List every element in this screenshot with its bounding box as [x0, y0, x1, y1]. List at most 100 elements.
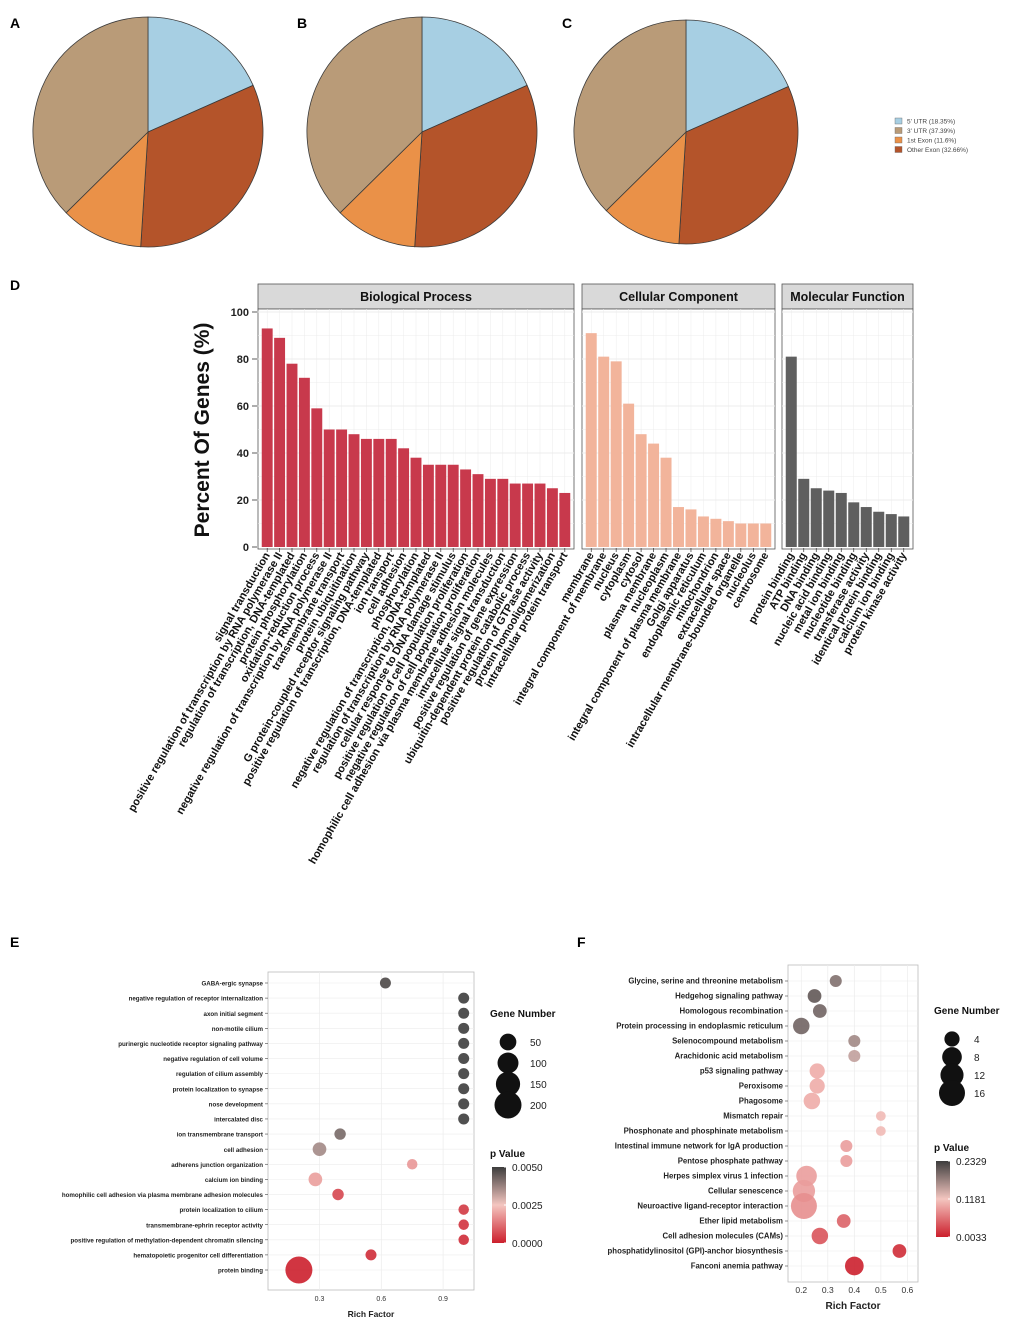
- bubble: [848, 1049, 861, 1063]
- size-legend-dot: [499, 1033, 517, 1051]
- bar: [623, 403, 635, 547]
- bubble: [811, 1227, 829, 1245]
- bar: [648, 443, 660, 547]
- x-axis-label: Rich Factor: [348, 1309, 395, 1319]
- y-tick-label: GABA-ergic synapse: [201, 981, 263, 988]
- size-legend-dot: [939, 1080, 965, 1106]
- color-legend-label: 0.0000: [512, 1239, 543, 1250]
- x-tick-label: 0.3: [315, 1296, 325, 1303]
- y-tick-label: 60: [237, 401, 249, 413]
- bubble: [840, 1139, 853, 1153]
- bar: [635, 434, 647, 547]
- panel-label-a: A: [10, 15, 20, 31]
- x-tick-label: 0.9: [438, 1296, 448, 1303]
- bar: [497, 478, 509, 547]
- y-tick-label: Neuroactive ligand-receptor interaction: [637, 1202, 783, 1211]
- y-tick-label: Fanconi anemia pathway: [691, 1262, 784, 1271]
- bubble: [458, 1219, 469, 1230]
- bar: [274, 337, 286, 547]
- y-tick-label: positive regulation of methylation-depen…: [70, 1237, 263, 1244]
- bubble: [793, 1017, 810, 1035]
- bubble: [334, 1128, 346, 1140]
- bar: [559, 492, 571, 547]
- y-tick-label: Hedgehog signaling pathway: [675, 992, 784, 1001]
- y-tick-label: Mismatch repair: [723, 1112, 783, 1121]
- bubble-chart-f: 0.2 0.3 0.4 0.5 0.6 Glycine, serine and threo…: [608, 964, 1000, 1312]
- facet-title: Molecular Function: [790, 290, 905, 304]
- y-tick-label: phosphatidylinositol (GPI)-anchor biosyn…: [608, 1247, 784, 1256]
- y-tick-label: cell adhesion: [224, 1147, 263, 1154]
- bubble: [892, 1244, 907, 1258]
- pie-slice-exon1: [65, 130, 149, 248]
- bar: [798, 478, 810, 547]
- bar: [286, 363, 298, 547]
- x-tick-label: 0.4: [848, 1285, 860, 1295]
- y-tick-label: Peroxisome: [739, 1082, 784, 1091]
- bar: [534, 483, 546, 547]
- y-tick-label: Phagosome: [739, 1097, 784, 1106]
- bubble: [458, 1053, 470, 1065]
- legend-label: Other Exon (32.66%): [907, 147, 968, 154]
- legend-swatch-utr3: [894, 127, 903, 134]
- size-legend-dot: [942, 1047, 962, 1067]
- bubble: [807, 989, 822, 1003]
- legend-label: 3' UTR (37.39%): [907, 128, 955, 135]
- bar: [336, 429, 348, 547]
- y-tick-label: regulation of cilium assembly: [176, 1071, 264, 1078]
- bubble: [365, 1249, 377, 1261]
- y-tick-label: negative regulation of cell volume: [163, 1056, 263, 1063]
- bar: [298, 377, 310, 547]
- pie-slice-other-exon: [678, 86, 799, 245]
- bar: [835, 492, 847, 547]
- bubble: [803, 1092, 821, 1110]
- bar: [860, 507, 872, 547]
- size-legend-label: 200: [530, 1101, 547, 1112]
- pie-slice-utr3: [573, 19, 687, 212]
- size-legend-dot: [944, 1031, 960, 1047]
- bubble: [458, 1234, 469, 1246]
- y-tick-label: Pentose phosphate pathway: [678, 1157, 784, 1166]
- y-tick-label: 80: [237, 354, 249, 366]
- bar: [385, 438, 397, 547]
- y-tick-label: Phosphonate and phosphinate metabolism: [624, 1127, 783, 1136]
- bar: [522, 483, 534, 547]
- color-legend-label: 0.0050: [512, 1163, 543, 1174]
- bar: [348, 434, 360, 547]
- y-tick-label: nose development: [209, 1101, 263, 1108]
- bubble: [406, 1159, 418, 1170]
- bar: [422, 464, 434, 547]
- legend-label: 5' UTR (18.35%): [907, 119, 955, 126]
- bubble: [332, 1188, 344, 1201]
- bar: [785, 356, 797, 547]
- y-tick-label: ion transmembrane transport: [177, 1132, 263, 1139]
- color-legend-title: p Value: [490, 1149, 525, 1160]
- size-legend-label: 4: [974, 1035, 980, 1046]
- bubble: [458, 1037, 470, 1049]
- panel-label-c: C: [562, 15, 572, 31]
- bar: [435, 464, 447, 547]
- bar: [398, 448, 410, 547]
- y-tick-label: purinergic nucleotide receptor signaling…: [118, 1041, 263, 1048]
- bar: [360, 438, 372, 547]
- bar: [885, 514, 897, 547]
- y-tick-label: negative regulation of receptor internal…: [129, 996, 264, 1003]
- bubble: [809, 1078, 825, 1094]
- size-legend-dot: [495, 1071, 521, 1097]
- y-tick-label: Herpes simplex virus 1 infection: [663, 1172, 783, 1181]
- color-legend-title: p Value: [934, 1143, 969, 1154]
- panel-label-f: F: [577, 934, 586, 950]
- bar: [810, 488, 822, 547]
- bar: [373, 438, 385, 547]
- size-legend-label: 100: [530, 1059, 547, 1070]
- bar: [673, 507, 684, 547]
- bubble: [308, 1172, 323, 1187]
- y-tick-label: hematopoietic progenitor cell differenti…: [133, 1252, 263, 1259]
- bar-chart-go: Percent Of Genes (%) 0 20 40 60 80 100 Biologic…: [126, 283, 914, 866]
- bar: [598, 356, 610, 547]
- bar: [311, 408, 323, 547]
- size-legend-label: 8: [974, 1053, 980, 1064]
- size-legend-dot: [940, 1063, 964, 1087]
- bubble-chart-e: 0.3 0.6 0.9 GABA-ergic synapse negative regu…: [62, 971, 556, 1319]
- pie-legend: 5' UTR (18.35%) 3' UTR (37.39%) 1st Exon (…: [894, 117, 968, 154]
- bar: [760, 523, 772, 547]
